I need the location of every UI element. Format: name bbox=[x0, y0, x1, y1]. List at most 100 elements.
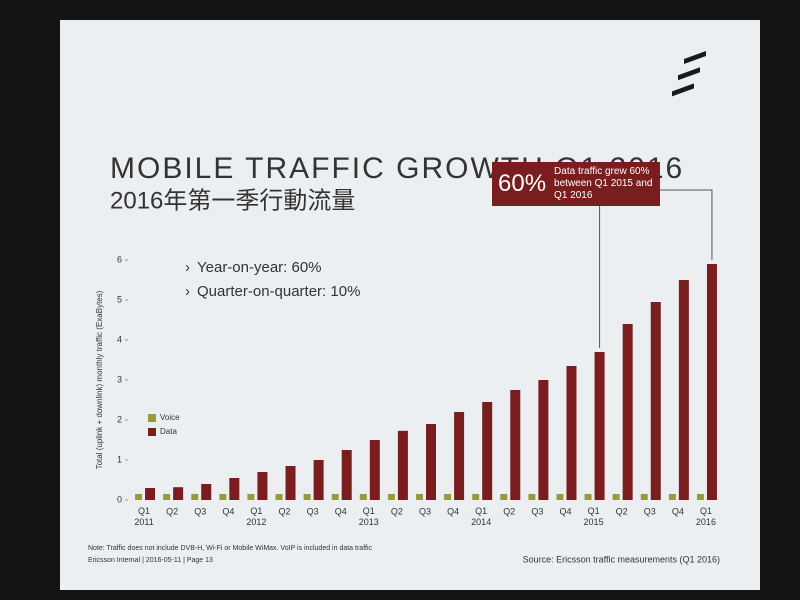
bar bbox=[229, 478, 240, 500]
bar bbox=[622, 324, 633, 500]
x-tick-label: Q3 bbox=[531, 506, 543, 516]
bar bbox=[359, 494, 367, 500]
x-tick-label-line: Q1 bbox=[700, 506, 712, 516]
bar bbox=[275, 494, 283, 500]
x-tick-label: Q1 2016 bbox=[696, 506, 716, 527]
x-tick-label-line: Q1 bbox=[475, 506, 487, 516]
bar bbox=[472, 494, 480, 500]
bar bbox=[135, 494, 143, 500]
x-tick-label-line: 2013 bbox=[359, 517, 379, 527]
bar bbox=[285, 466, 296, 500]
bar bbox=[163, 494, 171, 500]
bar bbox=[594, 352, 605, 500]
bullet-marker: › bbox=[185, 283, 190, 300]
bar bbox=[640, 494, 648, 500]
bar bbox=[510, 390, 521, 500]
y-tick-label: 5 bbox=[117, 294, 122, 304]
y-tick-label: 4 bbox=[117, 334, 122, 344]
legend-label: Data bbox=[160, 427, 177, 436]
bar bbox=[331, 494, 339, 500]
callout-leader bbox=[660, 189, 713, 260]
bar bbox=[612, 494, 620, 500]
bar bbox=[566, 366, 577, 500]
x-tick-label: Q2 bbox=[391, 506, 403, 516]
footer: Ericsson Internal | 2016-05-11 | Page 13 bbox=[88, 557, 213, 564]
y-tick-label: 3 bbox=[117, 374, 122, 384]
x-tick-label: Q1 2014 bbox=[471, 506, 491, 527]
y-tick-label: 0 bbox=[117, 494, 122, 504]
x-tick-label-line: Q1 bbox=[138, 506, 150, 516]
bar bbox=[444, 494, 452, 500]
x-tick-label: Q4 bbox=[222, 506, 234, 516]
y-tick-label: 2 bbox=[117, 414, 122, 424]
x-tick-label: Q1 2012 bbox=[246, 506, 266, 527]
x-tick-label: Q2 bbox=[503, 506, 515, 516]
y-axis-label: Total (uplink + downlink) monthly traffi… bbox=[95, 290, 104, 469]
bar bbox=[397, 430, 408, 500]
x-tick-label: Q2 bbox=[616, 506, 628, 516]
bar bbox=[313, 460, 324, 500]
bar bbox=[219, 494, 227, 500]
source: Source: Ericsson traffic measurements (Q… bbox=[523, 554, 720, 564]
bar bbox=[678, 280, 689, 500]
bar bbox=[341, 450, 352, 500]
bar bbox=[257, 472, 268, 500]
x-tick-label: Q4 bbox=[447, 506, 459, 516]
logo bbox=[672, 51, 706, 97]
bar bbox=[696, 494, 704, 500]
x-tick-label-line: Q1 bbox=[250, 506, 262, 516]
bar bbox=[201, 484, 212, 500]
x-tick-label: Q3 bbox=[194, 506, 206, 516]
x-tick-label: Q1 2015 bbox=[584, 506, 604, 527]
x-tick-label: Q2 bbox=[166, 506, 178, 516]
x-tick-label-line: 2011 bbox=[134, 517, 153, 527]
bar bbox=[500, 494, 508, 500]
note: Note: Traffic does not include DVB-H, Wi… bbox=[88, 545, 373, 552]
y-tick-label: 6 bbox=[117, 254, 122, 264]
x-tick-label-line: 2016 bbox=[696, 517, 716, 527]
bar bbox=[416, 494, 423, 500]
x-tick-label: Q4 bbox=[559, 506, 571, 516]
bar bbox=[528, 494, 536, 500]
bar bbox=[482, 402, 493, 500]
x-tick-label-line: Q1 bbox=[363, 506, 375, 516]
callout: 60% Data traffic grew 60% between Q1 201… bbox=[492, 162, 660, 206]
x-tick-label: Q3 bbox=[644, 506, 656, 516]
x-tick-label: Q3 bbox=[307, 506, 319, 516]
x-tick-label-line: 2012 bbox=[246, 517, 266, 527]
x-tick-label-line: 2014 bbox=[471, 517, 491, 527]
legend-label: Voice bbox=[160, 413, 180, 422]
bullet: Quarter-on-quarter: 10% bbox=[197, 283, 360, 300]
x-tick-label: Q3 bbox=[419, 506, 431, 516]
bar bbox=[173, 487, 184, 500]
x-tick-label: Q1 2011 bbox=[134, 506, 153, 527]
bar bbox=[556, 494, 564, 500]
x-tick-label: Q4 bbox=[672, 506, 684, 516]
x-tick-label: Q1 2013 bbox=[359, 506, 379, 527]
bar bbox=[303, 494, 311, 500]
bar bbox=[584, 494, 592, 500]
x-tick-label-line: Q1 bbox=[588, 506, 600, 516]
legend-swatch bbox=[148, 414, 156, 422]
bullet: Year-on-year: 60% bbox=[197, 259, 322, 276]
bar bbox=[454, 412, 465, 500]
callout-value: 60% bbox=[498, 170, 547, 197]
x-tick-label-line: 2015 bbox=[584, 517, 604, 527]
bar bbox=[387, 494, 395, 500]
bar bbox=[247, 494, 255, 500]
bar bbox=[369, 440, 380, 500]
bar bbox=[706, 264, 717, 500]
legend-swatch bbox=[148, 428, 156, 436]
x-tick-label: Q2 bbox=[279, 506, 291, 516]
bullet-marker: › bbox=[185, 259, 190, 276]
bar bbox=[668, 494, 676, 500]
callout-text: Data traffic grew 60% between Q1 2015 an… bbox=[554, 166, 653, 201]
bar bbox=[145, 488, 156, 500]
x-tick-label: Q4 bbox=[335, 506, 347, 516]
chart-subtitle: 2016年第一季行動流量 bbox=[110, 187, 355, 214]
bar bbox=[191, 494, 199, 500]
bar bbox=[426, 424, 436, 500]
bar bbox=[650, 302, 661, 500]
